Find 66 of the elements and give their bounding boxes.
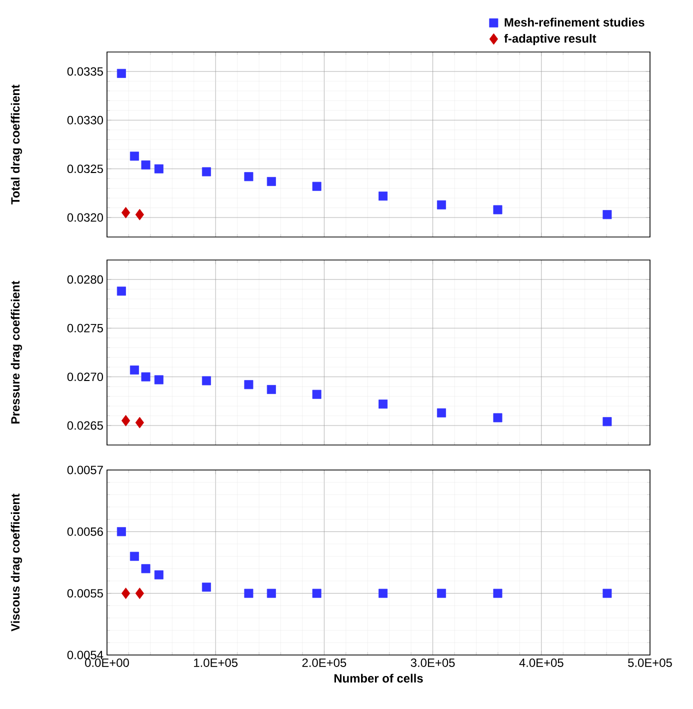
point [130, 552, 139, 561]
point [130, 152, 139, 161]
point [312, 588, 322, 598]
point [202, 376, 211, 386]
point [378, 400, 388, 409]
point [116, 286, 126, 296]
point [202, 582, 211, 592]
point [154, 164, 164, 174]
point [202, 167, 211, 176]
point [121, 414, 130, 426]
point [154, 570, 164, 580]
x-tick-label: 0.0E+00 [85, 658, 129, 667]
legend-label: f-adaptive result [504, 34, 596, 46]
point [493, 588, 502, 598]
y-tick-label: 0.0275 [67, 324, 103, 332]
y-tick-label: 0.0325 [67, 164, 103, 174]
legend-label: Mesh-refinement studies [504, 18, 644, 27]
y-axis-title: Pressure drag coefficient [10, 280, 22, 424]
point [266, 588, 276, 598]
point [141, 372, 150, 382]
x-axis-title: Number of cells [334, 674, 423, 683]
y-axis-title: Viscous drag coefficient [10, 494, 22, 632]
x-tick-label: 5.0E+05 [628, 658, 672, 667]
y-tick-label: 0.0270 [67, 372, 104, 382]
point [602, 210, 612, 220]
point [378, 588, 388, 598]
point [135, 588, 144, 600]
point [602, 417, 612, 426]
x-tick-label: 3.0E+05 [410, 658, 455, 667]
point [312, 390, 322, 399]
y-axis-title: Total drag coefficient [10, 84, 22, 204]
point [135, 208, 144, 220]
x-tick-label: 2.0E+05 [302, 658, 346, 667]
y-tick-label: 0.0280 [67, 275, 104, 284]
point [244, 588, 254, 598]
x-tick-label: 4.0E+05 [519, 658, 564, 667]
point [121, 206, 130, 218]
point [493, 413, 502, 422]
point [121, 588, 130, 600]
point [493, 205, 502, 214]
y-tick-label: 0.0056 [67, 527, 103, 536]
point [141, 160, 150, 170]
x-tick-label: 1.0E+05 [194, 658, 238, 667]
y-tick-label: 0.0055 [67, 589, 103, 598]
point [135, 416, 144, 428]
y-tick-label: 0.0320 [67, 213, 104, 222]
point [141, 564, 150, 574]
point [116, 527, 126, 536]
y-tick-label: 0.0330 [67, 116, 104, 124]
point [130, 366, 139, 375]
point [436, 408, 446, 418]
point [116, 68, 126, 78]
point [436, 200, 446, 210]
point [312, 182, 322, 191]
point [436, 588, 446, 598]
point [266, 384, 276, 394]
point [244, 172, 254, 182]
y-tick-label: 0.0335 [67, 67, 103, 76]
point [154, 375, 164, 384]
y-tick-label: 0.0265 [67, 421, 103, 430]
y-tick-label: 0.0054 [67, 650, 104, 660]
point [378, 192, 388, 201]
y-tick-label: 0.0057 [67, 466, 103, 474]
point [266, 176, 276, 186]
point [244, 380, 254, 390]
point [602, 588, 612, 598]
